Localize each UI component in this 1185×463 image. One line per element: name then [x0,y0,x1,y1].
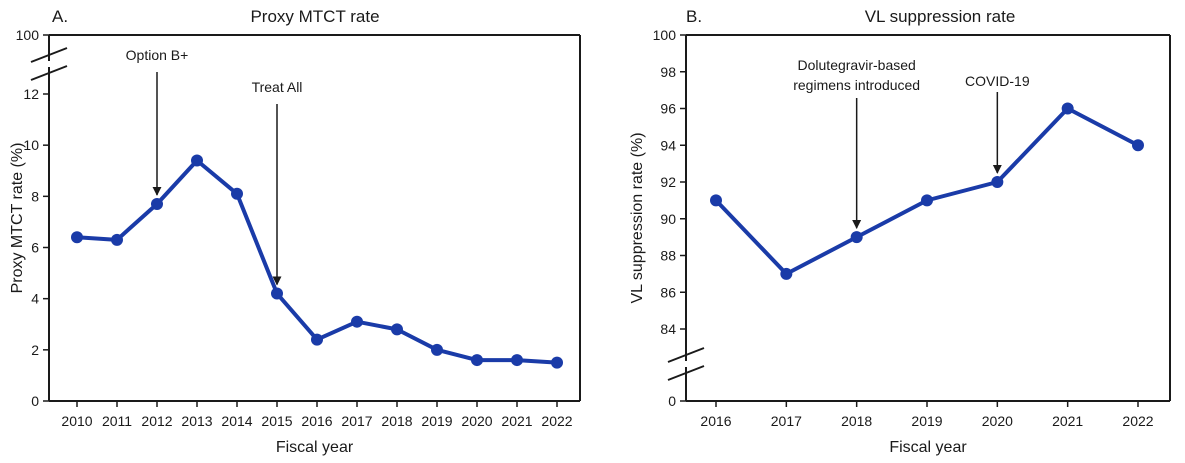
x-axis-label: Fiscal year [889,439,967,456]
y-tick-label: 88 [660,248,676,264]
annotation-label: Dolutegravir-based [798,57,916,73]
data-point-2012 [151,198,163,211]
data-point-2021 [1061,102,1074,115]
x-tick-label: 2018 [841,413,872,429]
y-tick-label: 100 [653,27,677,43]
x-tick-label: 2021 [501,413,532,429]
y-tick-label: 96 [660,101,676,117]
series-line [714,106,1139,276]
panel-b-vl-chart: B. VL suppression rate 84 86 88 90 92 94 96 98 100… [629,7,1171,456]
y-tick-label: 12 [23,86,39,102]
annotation-label: regimens introduced [793,77,920,93]
y-tick-label: 86 [660,284,676,300]
x-tick-label: 2020 [461,413,492,429]
data-point-2010 [71,231,83,244]
data-point-2013 [191,154,203,167]
y-tick-label: 6 [31,240,39,256]
y-tick-label-break: 0 [668,393,676,409]
x-tick-label: 2016 [700,413,731,429]
y-tick-label: 84 [660,321,676,337]
panel-a-mtct-chart: A. Proxy MTCT rate 0 2 4 6 8 10 12 100 2010 2011 201… [9,7,581,456]
annotation-label: Treat All [252,79,303,95]
data-point-2019 [921,194,933,207]
data-point-2021 [511,354,523,367]
annotation-label: COVID-19 [965,73,1030,89]
x-tick-label: 2019 [911,413,942,429]
panel-label: A. [52,7,68,26]
axis-break-mark [30,65,68,81]
y-tick-label: 4 [31,291,39,307]
y-tick-label: 94 [660,137,676,153]
y-axis-label: Proxy MTCT rate (%) [9,143,26,294]
y-tick-label: 98 [660,64,676,80]
y-tick-label: 92 [660,174,676,190]
data-point-2019 [431,343,443,356]
data-point-2020 [471,354,483,367]
x-tick-label: 2010 [61,413,92,429]
data-point-2022 [1132,139,1144,152]
y-tick-label-break: 100 [16,27,40,43]
data-point-2020 [991,176,1004,188]
data-point-2018 [391,323,403,336]
y-tick-label: 2 [31,342,39,358]
x-tick-label: 2014 [221,413,252,429]
series-line [76,158,558,365]
y-tick-label: 8 [31,188,39,204]
data-point-2015 [271,287,283,300]
data-point-2011 [111,233,123,246]
panel-label: B. [686,7,702,26]
x-tick-label: 2017 [771,413,802,429]
data-point-2014 [231,187,243,200]
data-point-2018 [850,231,863,244]
y-tick-label: 90 [660,211,676,227]
x-tick-label: 2021 [1052,413,1083,429]
data-point-2017 [780,267,793,280]
data-point-2016 [710,194,722,207]
x-tick-label: 2020 [982,413,1013,429]
data-point-2017 [351,315,363,328]
axis-break-mark [667,347,705,363]
chart-title: VL suppression rate [865,7,1016,26]
x-tick-label: 2022 [1122,413,1153,429]
x-tick-label: 2016 [301,413,332,429]
y-tick-label: 10 [23,137,39,153]
y-axis-label: VL suppression rate (%) [629,132,646,303]
y-tick-label: 0 [31,393,39,409]
x-tick-label: 2011 [102,413,132,429]
x-tick-label: 2012 [141,413,172,429]
x-tick-label: 2022 [541,413,572,429]
chart-title: Proxy MTCT rate [250,7,379,26]
x-axis-label: Fiscal year [276,439,354,456]
x-tick-label: 2013 [181,413,212,429]
axis-break-mark [667,365,705,381]
x-tick-label: 2019 [421,413,452,429]
axis-break-mark [30,47,68,63]
data-point-2016 [311,333,323,346]
data-point-2022 [551,356,563,369]
annotation-label: Option B+ [126,47,189,63]
x-tick-label: 2017 [341,413,372,429]
x-tick-label: 2018 [381,413,412,429]
x-tick-label: 2015 [261,413,292,429]
